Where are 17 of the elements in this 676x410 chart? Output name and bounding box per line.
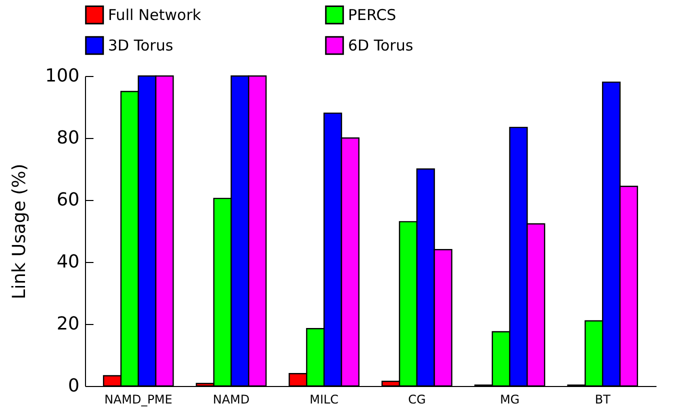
- x-tick-label: BT: [594, 392, 612, 406]
- legend-label: PERCS: [348, 6, 396, 24]
- y-axis-title: Link Usage (%): [9, 164, 30, 300]
- x-tick-label: MG: [500, 392, 520, 406]
- legend-label: 6D Torus: [348, 36, 414, 54]
- y-tick-label: 0: [68, 376, 80, 396]
- y-tick-label: 40: [56, 252, 80, 272]
- x-tick-label: CG: [408, 392, 426, 406]
- x-tick-label: MILC: [310, 392, 339, 406]
- y-tick-label: 80: [56, 128, 80, 148]
- x-tick-label: NAMD_PME: [104, 392, 172, 406]
- y-tick-label: 60: [56, 190, 80, 210]
- y-tick-label: 20: [56, 314, 80, 334]
- legend-label: Full Network: [108, 6, 202, 24]
- x-tick-label: NAMD: [212, 392, 250, 406]
- y-tick-label: 100: [45, 66, 80, 86]
- legend-label: 3D Torus: [108, 36, 174, 54]
